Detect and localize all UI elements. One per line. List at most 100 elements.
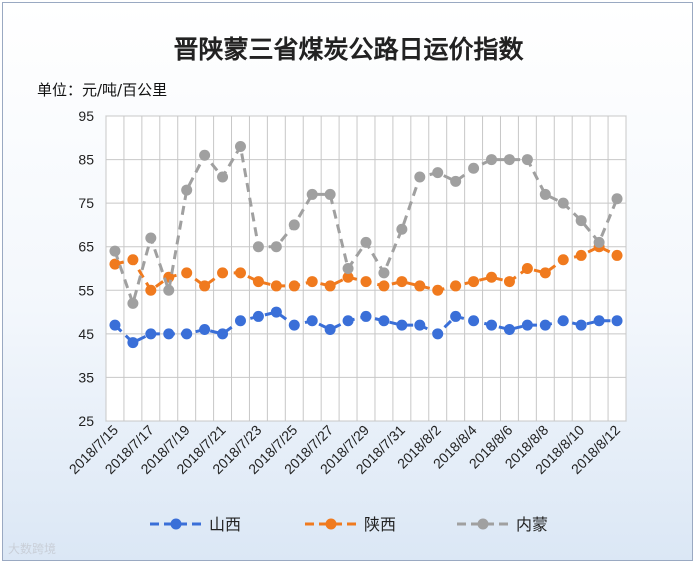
y-tick-label: 35	[78, 369, 94, 385]
legend-marker	[170, 518, 182, 530]
data-point	[145, 284, 157, 296]
data-point	[575, 249, 587, 261]
y-tick-label: 55	[78, 282, 94, 298]
data-point	[252, 310, 264, 322]
data-point	[468, 315, 480, 327]
data-point	[324, 324, 336, 335]
data-point	[181, 328, 193, 340]
data-point	[378, 280, 390, 292]
data-point	[432, 167, 444, 179]
y-tick-label: 75	[78, 195, 94, 211]
data-point	[378, 315, 390, 327]
data-point	[360, 276, 372, 288]
data-point	[360, 236, 372, 248]
data-point	[234, 267, 246, 279]
data-point	[611, 249, 623, 261]
data-point	[396, 319, 408, 331]
data-point	[181, 184, 193, 196]
data-point	[575, 215, 587, 227]
data-point	[145, 232, 157, 244]
y-tick-label: 45	[78, 326, 94, 342]
y-tick-label: 25	[78, 413, 94, 429]
data-point	[217, 328, 229, 340]
data-point	[539, 267, 551, 279]
data-point	[127, 254, 139, 266]
data-point	[324, 280, 336, 292]
y-tick-label: 65	[78, 239, 94, 255]
data-point	[503, 276, 515, 288]
data-point	[486, 271, 498, 283]
data-point	[181, 267, 193, 279]
legend: 山西 陕西 内蒙	[150, 515, 548, 534]
data-point	[342, 263, 354, 274]
data-point	[288, 219, 300, 231]
data-point	[432, 284, 444, 296]
data-point	[342, 315, 354, 327]
data-point	[486, 154, 498, 166]
data-point	[611, 315, 623, 327]
data-point	[324, 188, 336, 200]
data-point	[342, 271, 354, 283]
data-point	[217, 267, 229, 279]
data-point	[503, 324, 515, 335]
watermark: 大数跨境	[8, 542, 57, 556]
data-point	[109, 319, 121, 331]
data-point	[306, 276, 318, 288]
data-point	[252, 276, 264, 288]
data-point	[378, 267, 390, 279]
data-point	[539, 188, 551, 200]
legend-marker	[477, 518, 489, 530]
data-point	[450, 175, 462, 187]
data-point	[539, 319, 551, 331]
data-point	[414, 319, 426, 331]
data-point	[270, 306, 282, 318]
legend-label: 山西	[209, 515, 241, 534]
series-3	[109, 141, 623, 309]
chart-title: 晋陕蒙三省煤炭公路日运价指数	[173, 35, 524, 64]
data-point	[252, 241, 264, 253]
data-point	[217, 171, 229, 183]
data-point	[414, 280, 426, 292]
data-point	[468, 162, 480, 174]
data-point	[145, 328, 157, 340]
data-point	[234, 315, 246, 327]
data-point	[109, 258, 121, 270]
data-point	[521, 263, 533, 274]
data-point	[270, 241, 282, 253]
unit-label: 单位：元/吨/百公里	[37, 81, 168, 99]
series-layer	[109, 141, 623, 349]
y-tick-label: 85	[78, 152, 94, 168]
data-point	[486, 319, 498, 331]
data-point	[360, 310, 372, 322]
data-point	[557, 315, 569, 327]
data-point	[127, 297, 139, 309]
data-point	[306, 315, 318, 327]
data-point	[468, 276, 480, 288]
data-point	[503, 154, 515, 166]
data-point	[127, 337, 139, 349]
data-point	[396, 276, 408, 288]
data-point	[288, 280, 300, 292]
data-point	[521, 319, 533, 331]
data-point	[288, 319, 300, 331]
data-point	[199, 280, 211, 292]
data-point	[557, 197, 569, 209]
data-point	[199, 324, 211, 335]
data-point	[521, 154, 533, 166]
y-axis-ticks: 25 35 45 55 65 75 85 95	[78, 108, 94, 429]
data-point	[199, 149, 211, 161]
data-point	[575, 319, 587, 331]
series-2	[109, 241, 623, 296]
gridlines	[105, 115, 627, 422]
data-point	[163, 328, 175, 340]
data-point	[450, 280, 462, 292]
data-point	[432, 328, 444, 340]
data-point	[450, 310, 462, 322]
data-point	[611, 193, 623, 205]
legend-label: 内蒙	[516, 515, 548, 534]
data-point	[593, 236, 605, 248]
data-point	[593, 315, 605, 327]
data-point	[396, 223, 408, 235]
data-point	[306, 188, 318, 200]
